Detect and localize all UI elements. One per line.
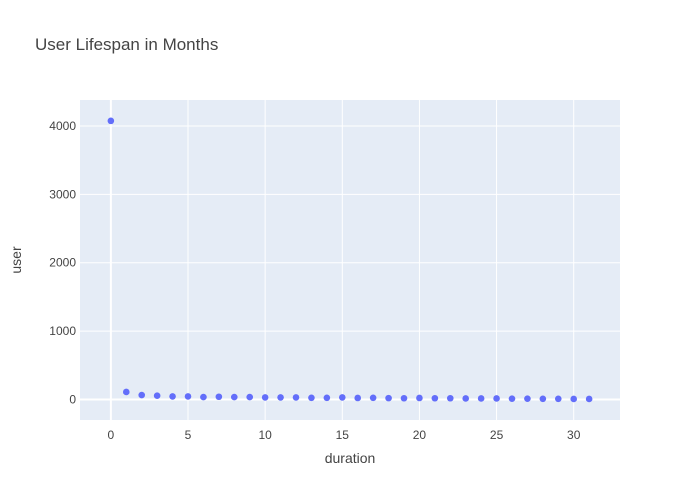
data-point[interactable] bbox=[308, 394, 315, 402]
data-point[interactable] bbox=[122, 388, 130, 396]
data-point[interactable] bbox=[215, 393, 223, 401]
data-point[interactable] bbox=[246, 393, 254, 401]
gridlines bbox=[80, 100, 620, 420]
data-point[interactable] bbox=[338, 394, 346, 401]
y-tick-label: 4000 bbox=[49, 119, 76, 133]
data-point[interactable] bbox=[292, 394, 300, 401]
data-point[interactable] bbox=[277, 394, 284, 401]
data-point[interactable] bbox=[369, 394, 377, 402]
x-tick-label: 0 bbox=[108, 428, 115, 442]
chart-title: User Lifespan in Months bbox=[35, 35, 218, 54]
data-point[interactable] bbox=[570, 395, 578, 403]
data-point[interactable] bbox=[446, 394, 454, 402]
data-point[interactable] bbox=[524, 395, 531, 402]
plot-area bbox=[80, 100, 620, 420]
data-points bbox=[107, 117, 593, 403]
x-axis-title: duration bbox=[325, 450, 376, 466]
x-tick-label: 20 bbox=[413, 428, 427, 442]
data-point[interactable] bbox=[153, 392, 161, 400]
data-point[interactable] bbox=[261, 394, 269, 401]
x-tick-label: 10 bbox=[258, 428, 272, 442]
data-point[interactable] bbox=[416, 394, 423, 402]
data-point[interactable] bbox=[462, 395, 470, 402]
data-point[interactable] bbox=[200, 393, 207, 401]
data-point[interactable] bbox=[477, 395, 485, 402]
y-tick-label: 2000 bbox=[49, 256, 76, 270]
data-point[interactable] bbox=[493, 395, 500, 402]
data-point[interactable] bbox=[184, 393, 192, 400]
data-point[interactable] bbox=[400, 394, 408, 402]
data-point[interactable] bbox=[385, 394, 392, 402]
x-tick-label: 25 bbox=[490, 428, 504, 442]
x-tick-label: 15 bbox=[336, 428, 350, 442]
data-point[interactable] bbox=[169, 393, 176, 400]
data-point[interactable] bbox=[431, 394, 439, 402]
data-point[interactable] bbox=[107, 117, 115, 125]
data-point[interactable] bbox=[323, 394, 331, 402]
x-tick-label: 5 bbox=[185, 428, 192, 442]
y-tick-label: 3000 bbox=[49, 187, 76, 201]
data-point[interactable] bbox=[508, 395, 516, 402]
data-point[interactable] bbox=[554, 395, 562, 403]
x-axis-ticks: 0 5 10 15 20 25 30 bbox=[108, 428, 581, 442]
data-point[interactable] bbox=[138, 391, 146, 399]
x-tick-label: 30 bbox=[567, 428, 581, 442]
y-tick-label: 0 bbox=[69, 392, 76, 406]
y-axis-title: user bbox=[8, 246, 24, 274]
data-point[interactable] bbox=[539, 395, 547, 403]
y-tick-label: 1000 bbox=[49, 324, 76, 338]
data-point[interactable] bbox=[230, 393, 238, 401]
data-point[interactable] bbox=[585, 395, 593, 403]
y-axis-ticks: 0 1000 2000 3000 4000 bbox=[49, 119, 76, 407]
data-point[interactable] bbox=[354, 394, 362, 402]
